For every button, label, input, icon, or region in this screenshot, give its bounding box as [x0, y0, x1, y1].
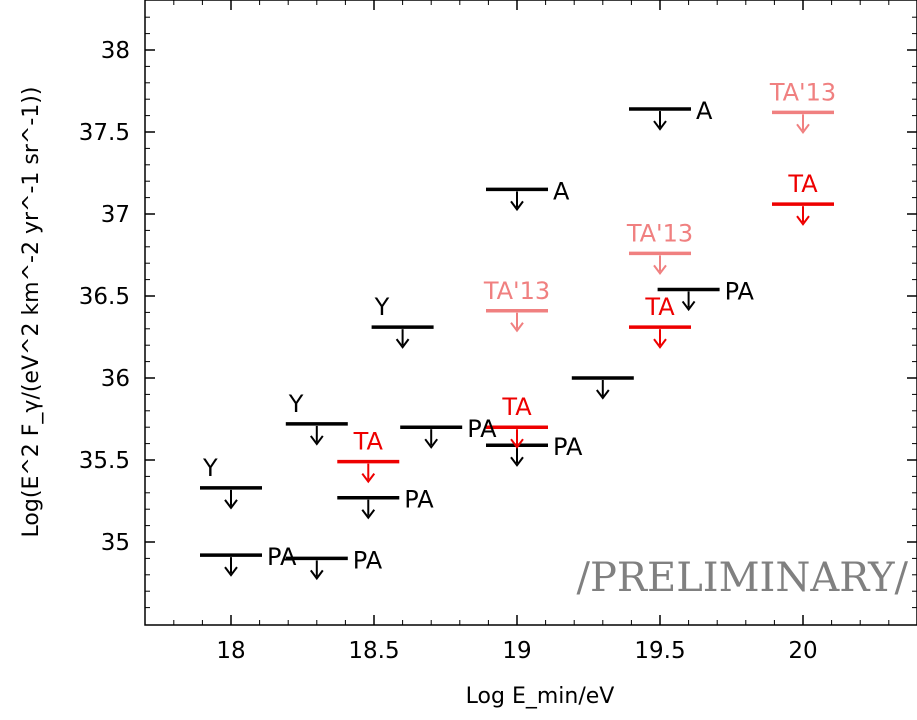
- point-label: TA: [644, 293, 675, 321]
- upper-limit-marker: [400, 425, 463, 449]
- point-label: A: [696, 97, 713, 125]
- point-label: Y: [288, 390, 304, 418]
- data-marks: [200, 107, 834, 581]
- upper-limit-arrowhead: [681, 300, 696, 312]
- point-label: PA: [467, 415, 497, 443]
- upper-limit-arrowhead: [653, 338, 667, 349]
- upper-limit-arrowhead: [361, 509, 376, 520]
- upper-limit-arrowhead: [309, 569, 324, 581]
- y-tick-label: 35.5: [79, 448, 130, 474]
- x-tick-label: 19: [502, 638, 531, 664]
- upper-limit-arrowhead: [361, 473, 376, 484]
- y-tick-label: 35: [101, 530, 130, 556]
- upper-limit-marker: [772, 110, 834, 134]
- upper-limit-marker: [486, 187, 548, 212]
- upper-limit-marker: [486, 443, 548, 467]
- upper-limit-arrowhead: [224, 499, 238, 510]
- y-tick-label: 37: [101, 202, 130, 228]
- y-axis-label: Log(E^2 F_γ/(eV^2 km^-2 yr^-1 sr^-1)): [19, 87, 44, 538]
- x-tick-label: 20: [788, 638, 817, 664]
- x-tick-label: 19.5: [634, 638, 685, 664]
- y-axis: 35 35.5 36 36.5 37 37.5 38: [79, 16, 917, 609]
- point-label: TA: [501, 393, 532, 421]
- x-axis-label: Log E_min/eV: [466, 684, 615, 709]
- y-tick-label: 37.5: [79, 120, 130, 146]
- upper-limit-arrowhead: [510, 456, 524, 467]
- upper-limit-marker: [337, 495, 400, 520]
- upper-limit-arrowhead: [510, 438, 524, 449]
- point-label: TA: [787, 170, 818, 198]
- upper-limit-marker: [772, 202, 834, 226]
- upper-limit-marker: [629, 107, 691, 131]
- upper-limit-marker: [486, 425, 548, 449]
- point-label: Y: [374, 293, 390, 321]
- point-label: Y: [202, 454, 218, 482]
- upper-limit-marker: [486, 309, 548, 333]
- upper-limit-arrowhead: [395, 338, 410, 349]
- point-label: PA: [353, 546, 383, 574]
- point-label: PA: [267, 543, 297, 571]
- point-label: PA: [404, 486, 434, 514]
- point-label: PA: [553, 433, 583, 461]
- upper-limit-arrowhead: [510, 322, 524, 333]
- upper-limit-marker: [200, 553, 262, 577]
- upper-limit-marker: [285, 422, 348, 446]
- upper-limit-marker: [371, 325, 434, 349]
- upper-limit-marker: [285, 556, 348, 581]
- y-tick-label: 38: [101, 38, 130, 64]
- upper-limit-arrowhead: [653, 120, 667, 131]
- upper-limit-arrowhead: [653, 264, 667, 276]
- x-axis: 18 18.5 19 19.5 20: [173, 0, 917, 664]
- upper-limit-arrowhead: [796, 123, 810, 134]
- y-tick-label: 36.5: [79, 284, 130, 310]
- upper-limit-marker: [629, 325, 691, 349]
- point-label: TA'13: [626, 219, 693, 247]
- x-tick-label: 18: [216, 638, 245, 664]
- upper-limit-marker: [657, 287, 720, 312]
- upper-limit-arrowhead: [796, 215, 810, 226]
- point-label: TA'13: [483, 277, 550, 305]
- y-tick-label: 36: [101, 366, 130, 392]
- upper-limit-arrowhead: [224, 566, 238, 577]
- upper-limit-arrowhead: [424, 438, 439, 449]
- upper-limit-marker: [571, 376, 634, 400]
- upper-limit-marker: [200, 486, 262, 510]
- preliminary-watermark: /PRELIMINARY/: [577, 555, 909, 601]
- upper-limit-marker: [337, 459, 400, 484]
- point-label: TA: [353, 428, 384, 456]
- upper-limit-arrowhead: [595, 389, 610, 400]
- point-label: TA'13: [769, 78, 836, 106]
- point-label: A: [553, 177, 570, 205]
- upper-limit-arrowhead: [309, 435, 324, 446]
- upper-limit-marker: [629, 251, 691, 276]
- upper-limit-arrowhead: [510, 200, 524, 212]
- x-tick-label: 18.5: [348, 638, 399, 664]
- point-label: PA: [725, 277, 755, 305]
- point-labels: Y Y Y PA PA PA PA PA PA A A TA TA TA TA TA'13 TA'13 TA'13: [202, 78, 836, 574]
